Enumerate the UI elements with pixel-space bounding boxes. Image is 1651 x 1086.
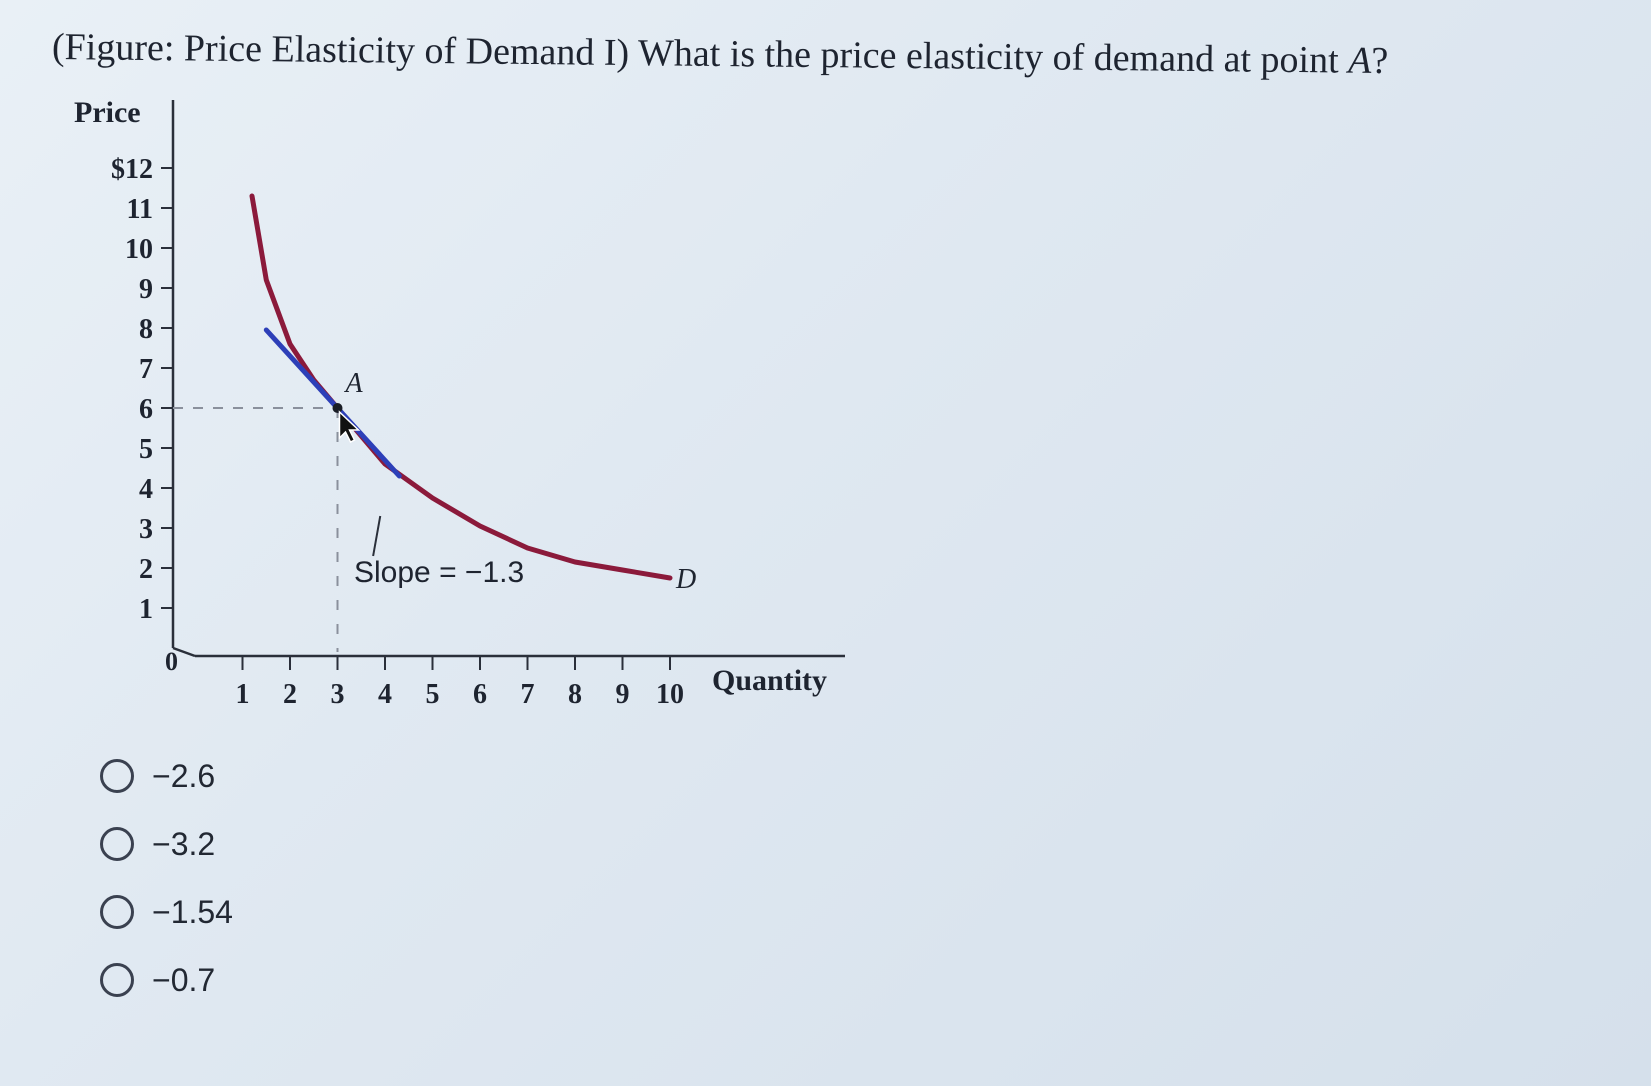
mouse-pointer-icon xyxy=(338,410,361,444)
y-tick-label: 6 xyxy=(139,394,153,425)
y-tick-label: 8 xyxy=(139,314,153,345)
point-a-label: A xyxy=(344,368,364,399)
y-tick-label: 2 xyxy=(139,554,153,585)
slope-annotation: Slope = −1.3 xyxy=(354,556,524,589)
answer-option-label: −1.54 xyxy=(152,893,233,930)
axis-corner xyxy=(172,646,196,658)
y-tick-label: 9 xyxy=(139,274,153,305)
answer-option[interactable]: −2.6 xyxy=(100,742,233,810)
y-axis-title: Price xyxy=(74,96,141,129)
x-tick-label: 5 xyxy=(426,679,440,710)
y-tick-label: $12 xyxy=(111,154,153,185)
origin-label: 0 xyxy=(165,647,178,676)
answer-option[interactable]: −1.54 xyxy=(100,878,233,946)
x-tick-label: 8 xyxy=(568,679,582,710)
x-tick-label: 1 xyxy=(236,679,250,710)
x-axis-title: Quantity xyxy=(712,664,827,697)
x-tick-label: 9 xyxy=(616,679,630,710)
x-tick-label: 3 xyxy=(331,679,345,710)
answer-option[interactable]: −0.7 xyxy=(100,946,233,1014)
x-tick-label: 7 xyxy=(521,679,535,710)
demand-curve-label: D xyxy=(675,564,696,595)
y-tick-label: 5 xyxy=(139,434,153,465)
question-point-name: A xyxy=(1347,39,1372,82)
y-tick-label: 11 xyxy=(127,194,153,225)
y-tick-label: 1 xyxy=(139,594,153,625)
radio-button[interactable] xyxy=(100,827,134,861)
radio-button[interactable] xyxy=(100,963,134,997)
demand-curve xyxy=(249,193,673,581)
x-tick-label: 10 xyxy=(656,679,684,710)
answer-options: −2.6 −3.2 −1.54 −0.7 xyxy=(100,742,233,1014)
y-tick-label: 7 xyxy=(139,354,153,385)
x-tick-label: 4 xyxy=(378,679,392,710)
radio-button[interactable] xyxy=(100,895,134,929)
y-tick-label: 3 xyxy=(139,514,153,545)
tangent-line xyxy=(263,327,402,479)
x-tick-label: 6 xyxy=(473,679,487,710)
answer-option-label: −0.7 xyxy=(152,961,216,998)
answer-option-label: −3.2 xyxy=(152,825,216,862)
question-suffix: ? xyxy=(1371,39,1389,82)
point-a-marker xyxy=(332,403,343,413)
answer-option-label: −2.6 xyxy=(152,757,216,794)
answer-option[interactable]: −3.2 xyxy=(100,810,233,878)
radio-button[interactable] xyxy=(100,759,134,793)
slope-leader-line xyxy=(372,515,382,557)
y-tick-label: 10 xyxy=(125,234,153,265)
x-tick-label: 2 xyxy=(283,679,297,710)
y-tick-label: 4 xyxy=(139,474,153,505)
